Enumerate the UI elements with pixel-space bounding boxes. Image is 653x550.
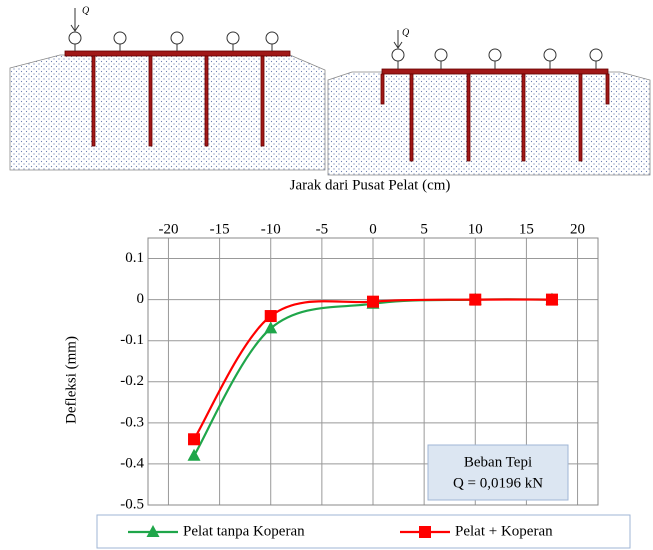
x-tick-label: 0 xyxy=(369,221,377,237)
x-tick-label: 5 xyxy=(420,221,428,237)
annotation-text: Beban Tepi xyxy=(464,454,532,470)
x-tick-label: -10 xyxy=(261,221,281,237)
y-tick-label: -0.4 xyxy=(120,455,144,471)
diagram-left: Q xyxy=(9,5,326,171)
diagram-right: Q xyxy=(327,27,651,176)
annotation: Beban Tepi Q = 0,0196 kN xyxy=(427,444,569,501)
x-tick-label: 15 xyxy=(519,221,534,237)
series-line xyxy=(193,298,552,440)
annotation-box xyxy=(427,444,569,501)
y-tick-label: -0.5 xyxy=(120,496,144,512)
x-tick-label: 20 xyxy=(570,221,585,237)
annotation-text: Q = 0,0196 kN xyxy=(453,475,543,491)
marker xyxy=(419,526,431,538)
y-tick-label: 0 xyxy=(137,291,145,307)
legend: Pelat tanpa Koperan Pelat + Koperan xyxy=(96,514,631,549)
marker xyxy=(264,321,278,334)
load-label: Q xyxy=(82,5,90,16)
marker xyxy=(264,310,277,323)
y-tick-label: -0.3 xyxy=(120,414,144,430)
marker xyxy=(188,433,201,446)
x-tick-label: 10 xyxy=(468,221,483,237)
marker xyxy=(469,293,482,306)
plot-frame xyxy=(147,237,599,506)
legend-box xyxy=(96,514,631,549)
y-tick-label: 0.1 xyxy=(125,250,144,266)
marker xyxy=(545,293,558,306)
marker xyxy=(367,295,379,308)
y-axis-label: Defleksi (mm) xyxy=(63,336,79,424)
y-tick-label: -0.1 xyxy=(120,332,144,348)
x-tick-label: -20 xyxy=(158,221,178,237)
legend-label: Pelat + Koperan xyxy=(455,523,553,539)
x-tick-label: -5 xyxy=(316,221,329,237)
y-tick-label: -0.2 xyxy=(120,373,144,389)
plot: -20 -15 -10 -5 0 5 10 15 20 0.1 0 -0.1 -0.2 -0.3 -0.4 -… xyxy=(96,221,631,549)
marker xyxy=(146,525,160,537)
x-axis-label: Jarak dari Pusat Pelat (cm) xyxy=(290,177,451,193)
x-tick-label: -15 xyxy=(210,221,230,237)
load-label: Q xyxy=(402,27,410,38)
marker xyxy=(187,448,201,461)
legend-label: Pelat tanpa Koperan xyxy=(183,523,305,539)
